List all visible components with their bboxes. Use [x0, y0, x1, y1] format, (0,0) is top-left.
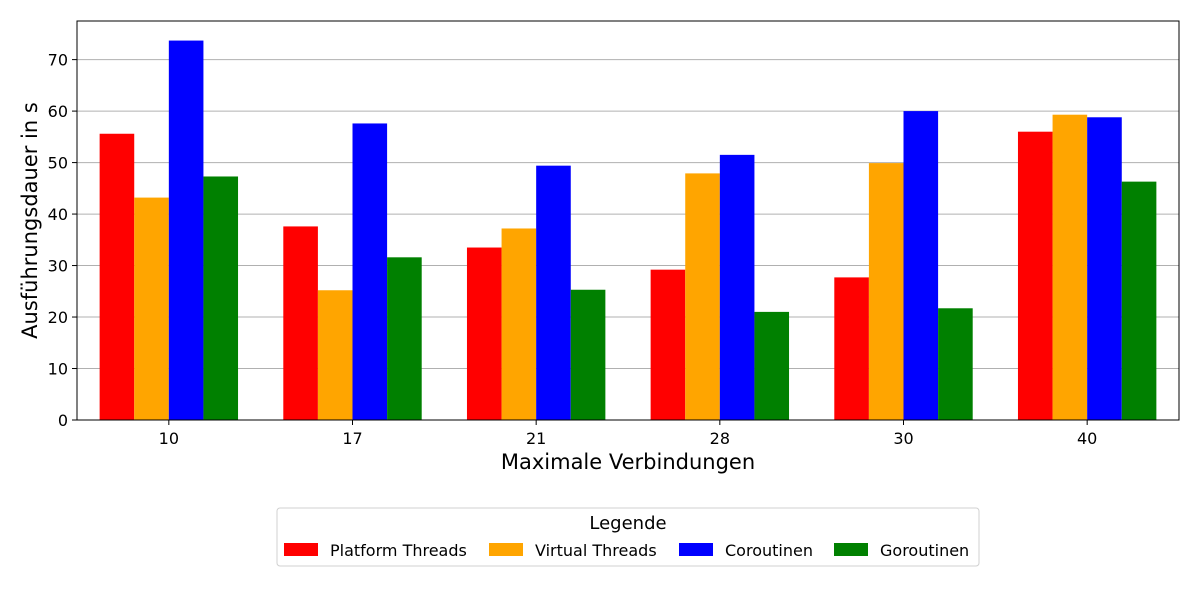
- bar: [834, 277, 869, 420]
- legend-label: Platform Threads: [330, 541, 467, 560]
- bar: [99, 133, 135, 420]
- bar: [570, 289, 606, 420]
- x-tick-label: 21: [526, 429, 546, 448]
- legend-swatch: [284, 543, 318, 556]
- bar: [1052, 114, 1088, 420]
- y-tick-label: 20: [48, 308, 68, 327]
- legend-label: Goroutinen: [880, 541, 969, 560]
- legend-title: Legende: [589, 513, 666, 534]
- legend-item: Virtual Threads: [489, 541, 657, 560]
- bars: [99, 40, 1157, 421]
- legend: Legende Platform Threads Virtual Threads C…: [276, 507, 980, 567]
- legend-item: Coroutinen: [679, 541, 813, 560]
- bar: [1121, 181, 1157, 420]
- x-tick-label: 28: [710, 429, 730, 448]
- plot-frame: [76, 20, 1180, 421]
- legend-swatch: [679, 543, 713, 556]
- y-tick-label: 70: [48, 51, 68, 70]
- legend-items: Platform Threads Virtual Threads Coroutine…: [284, 541, 969, 560]
- x-tick-label: 10: [159, 429, 179, 448]
- legend-box: [276, 507, 980, 567]
- bar: [203, 176, 239, 420]
- bar: [501, 228, 537, 420]
- bar: [317, 290, 353, 420]
- bar: [1017, 131, 1053, 421]
- bar: [1087, 117, 1122, 420]
- x-axis-label: Maximale Verbindungen: [501, 450, 755, 474]
- legend-item: Goroutinen: [834, 541, 969, 560]
- legend-label: Virtual Threads: [535, 541, 657, 560]
- x-tick-label: 30: [893, 429, 913, 448]
- y-tick-label: 40: [48, 205, 68, 224]
- y-tick-label: 10: [48, 360, 68, 379]
- legend-label: Coroutinen: [725, 541, 813, 560]
- bar: [466, 247, 502, 420]
- y-axis-label: Ausführungsdauer in s: [18, 102, 42, 339]
- y-tick-label: 50: [48, 154, 68, 173]
- legend-swatch: [489, 543, 523, 556]
- bar: [168, 40, 204, 420]
- x-axis-ticks: 10 17 21 28 30 40: [159, 420, 1097, 448]
- y-axis-ticks: 0 10 20 30 40 50 60 70: [48, 51, 77, 430]
- bar: [868, 163, 904, 420]
- y-tick-label: 30: [48, 257, 68, 276]
- bar: [938, 308, 973, 420]
- bar: [352, 123, 388, 420]
- y-tick-label: 60: [48, 102, 68, 121]
- y-tick-label: 0: [58, 411, 68, 430]
- bar: [134, 197, 169, 420]
- bar: [719, 154, 755, 420]
- bar: [387, 257, 422, 420]
- x-tick-label: 17: [342, 429, 362, 448]
- legend-item: Platform Threads: [284, 541, 467, 560]
- bar: [536, 165, 571, 420]
- bar: [754, 311, 790, 420]
- bar: [650, 269, 686, 420]
- legend-swatch: [834, 543, 868, 556]
- bar: [903, 111, 939, 420]
- y-grid: [77, 59, 1179, 421]
- bar: [685, 173, 720, 420]
- bar: [283, 226, 318, 420]
- x-tick-label: 40: [1077, 429, 1097, 448]
